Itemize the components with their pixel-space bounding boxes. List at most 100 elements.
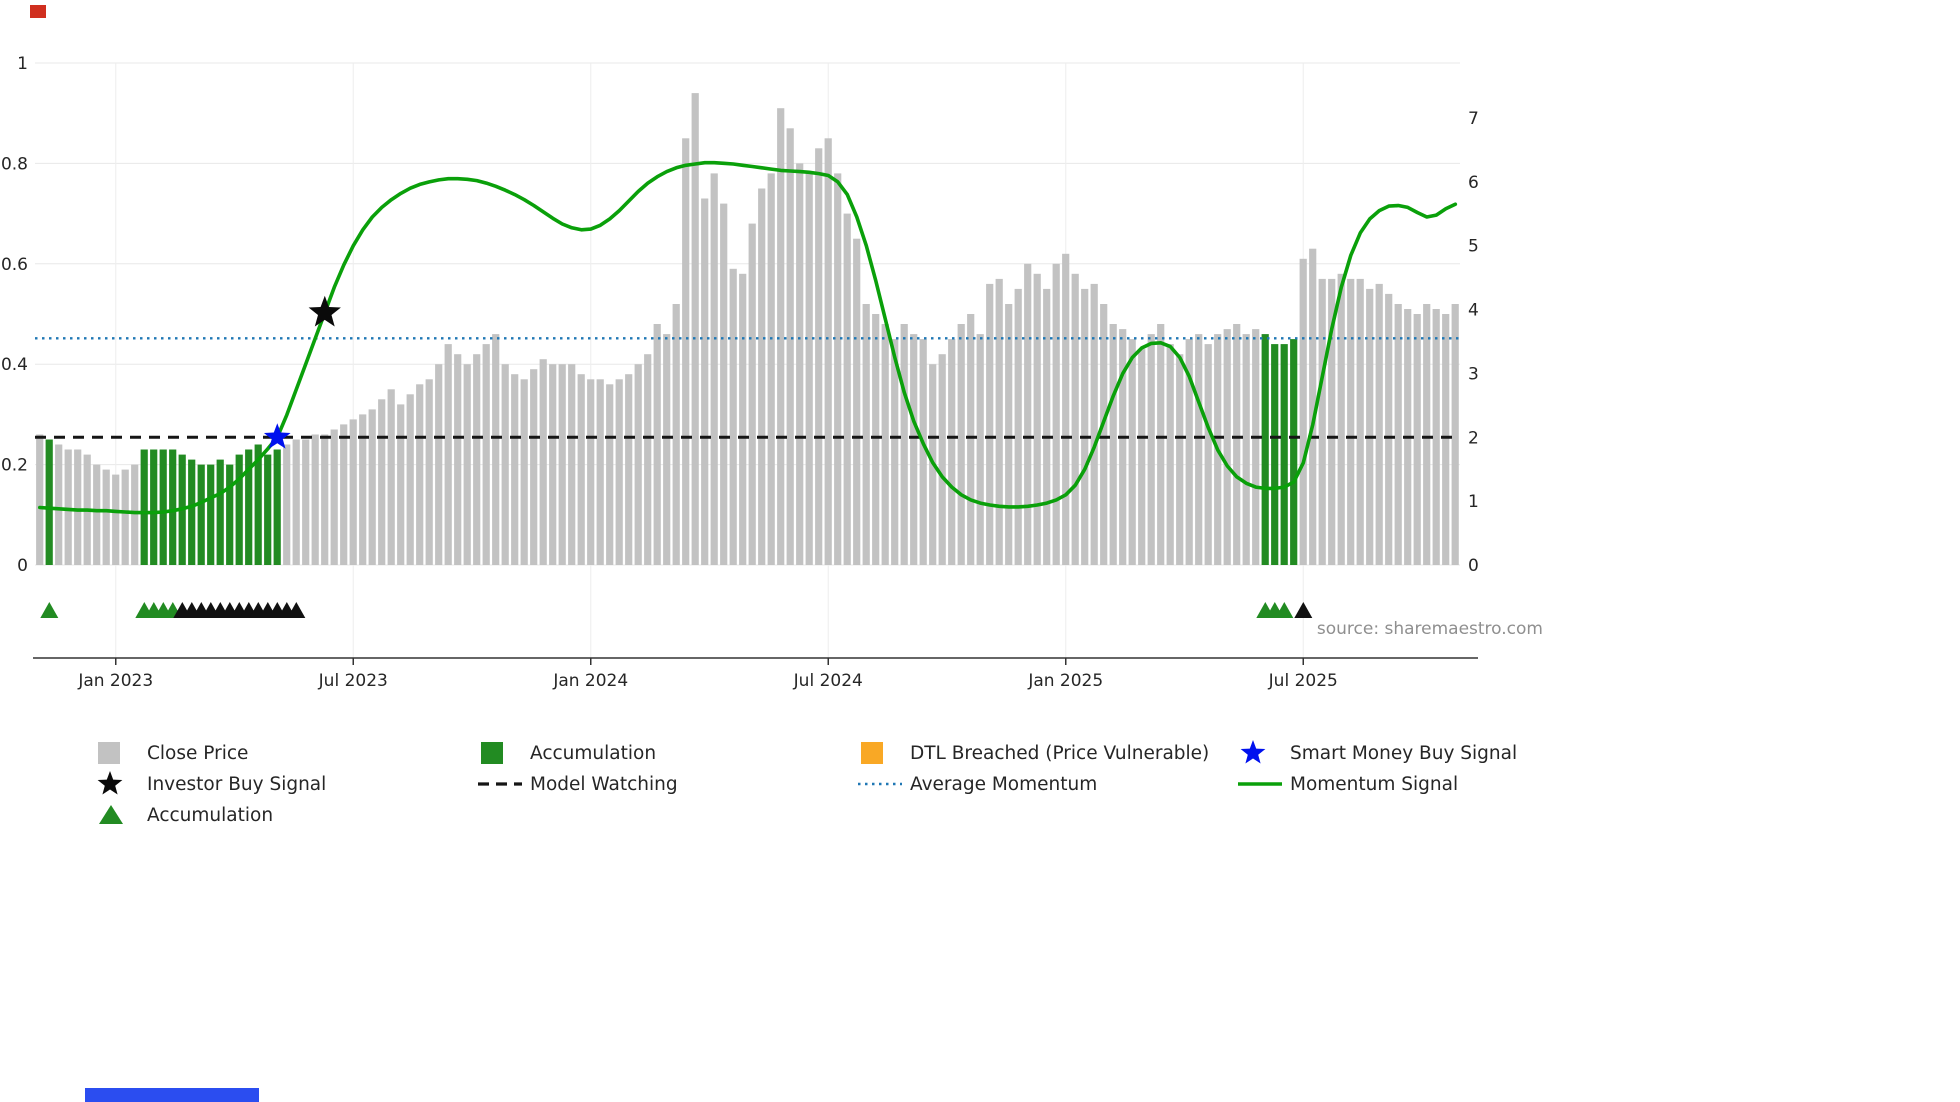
close-price-bar — [64, 449, 72, 565]
close-price-bar — [1043, 288, 1051, 565]
accumulation-bar — [140, 449, 148, 565]
close-price-bar — [1413, 314, 1421, 565]
right-tick-label: 6 — [1468, 173, 1479, 193]
close-price-bar — [1176, 354, 1184, 565]
close-price-bar — [891, 339, 899, 565]
accumulation-bar — [1271, 344, 1279, 565]
close-price-bar — [1299, 258, 1307, 565]
close-price-bar — [416, 384, 424, 565]
close-price-bar — [1071, 273, 1079, 565]
close-price-bar — [1005, 304, 1013, 565]
x-tick-label: Jan 2025 — [1027, 671, 1103, 691]
close-price-bar — [615, 379, 623, 565]
triangle-icon — [95, 801, 139, 829]
square-icon — [95, 739, 139, 767]
close-price-bar — [1432, 309, 1440, 565]
solid-line-icon — [1238, 770, 1282, 798]
right-tick-label: 2 — [1468, 428, 1479, 448]
close-price-bar — [1233, 324, 1241, 565]
close-price-bar — [796, 163, 804, 565]
black-triangle-marker — [1294, 602, 1313, 618]
close-price-bar — [1062, 253, 1070, 566]
close-price-bar — [587, 379, 595, 565]
close-price-bar — [482, 344, 490, 565]
close-price-bar — [777, 108, 785, 565]
close-price-bar — [1024, 263, 1032, 565]
x-tick-label: Jul 2025 — [1268, 671, 1338, 691]
close-price-bar — [74, 449, 82, 565]
right-tick-label: 1 — [1468, 492, 1479, 512]
close-price-bar — [302, 439, 310, 565]
close-price-bar — [872, 314, 880, 565]
left-tick-label: 0.6 — [1, 255, 28, 275]
close-price-bar — [131, 464, 139, 565]
close-price-bar — [1451, 304, 1459, 565]
close-price-bar — [283, 444, 291, 565]
close-price-bar — [121, 469, 129, 565]
close-price-bar — [368, 409, 376, 565]
close-price-bar — [501, 364, 509, 565]
right-tick-label: 3 — [1468, 364, 1479, 384]
legend-triangle-swatch — [99, 805, 123, 824]
accumulation-bar — [159, 449, 167, 565]
close-price-bar — [815, 148, 823, 566]
right-tick-label: 5 — [1468, 237, 1479, 257]
close-price-bar — [1157, 324, 1165, 565]
close-price-bar — [1423, 304, 1431, 565]
close-price-bar — [1375, 283, 1383, 565]
close-price-bar — [1014, 288, 1022, 565]
close-price-bar — [549, 364, 557, 565]
close-price-bar — [454, 354, 462, 565]
square-icon — [858, 739, 902, 767]
close-price-bar — [102, 469, 110, 565]
source-text: source: sharemaestro.com — [1317, 619, 1543, 639]
close-price-bar — [1147, 334, 1155, 565]
close-price-bar — [1081, 288, 1089, 565]
accumulation-triangle-marker — [1275, 602, 1294, 618]
legend-label: Investor Buy Signal — [147, 773, 327, 795]
left-tick-label: 0.4 — [1, 355, 28, 375]
close-price-bar — [805, 173, 813, 565]
accumulation-triangle-marker — [40, 602, 59, 618]
accumulation-bar — [264, 454, 272, 565]
right-tick-label: 4 — [1468, 301, 1479, 321]
close-price-bar — [36, 434, 44, 565]
close-price-bar — [55, 444, 63, 565]
close-price-bar — [900, 324, 908, 565]
close-price-bar — [1328, 278, 1336, 565]
accumulation-bar — [235, 454, 243, 565]
left-tick-label: 0 — [17, 556, 28, 576]
close-price-bar — [387, 389, 395, 565]
close-price-bar — [834, 173, 842, 565]
left-tick-label: 1 — [17, 54, 28, 74]
close-price-bar — [311, 434, 319, 565]
bottom-blue-strip — [85, 1088, 259, 1102]
accumulation-bar — [216, 459, 224, 565]
close-price-bar — [492, 334, 500, 565]
legend-dashed-line-swatch — [478, 782, 522, 786]
legend-item-dtl-breached-price-vulnerable-: DTL Breached (Price Vulnerable) — [858, 738, 1209, 768]
close-price-bar — [1337, 273, 1345, 565]
close-price-bar — [1100, 304, 1108, 565]
close-price-bar — [596, 379, 604, 565]
legend-square-swatch — [861, 742, 883, 764]
close-price-bar — [720, 203, 728, 565]
close-price-bar — [824, 138, 832, 566]
legend-item-investor-buy-signal: Investor Buy Signal — [95, 769, 326, 799]
close-price-bar — [359, 414, 367, 565]
close-price-bar — [1385, 293, 1393, 565]
close-price-bar — [634, 364, 642, 565]
close-price-bar — [1442, 314, 1450, 565]
close-price-bar — [1252, 329, 1260, 565]
close-price-bar — [558, 364, 566, 565]
close-price-bar — [710, 173, 718, 565]
legend-label: DTL Breached (Price Vulnerable) — [910, 742, 1210, 764]
left-tick-label: 0.8 — [1, 154, 28, 174]
legend-square-swatch — [98, 742, 120, 764]
legend-label: Average Momentum — [910, 773, 1098, 795]
close-price-bar — [435, 364, 443, 565]
close-price-bar — [986, 283, 994, 565]
legend-item-average-momentum: Average Momentum — [858, 769, 1097, 799]
legend-item-accumulation: Accumulation — [95, 800, 273, 830]
close-price-bar — [292, 439, 300, 565]
